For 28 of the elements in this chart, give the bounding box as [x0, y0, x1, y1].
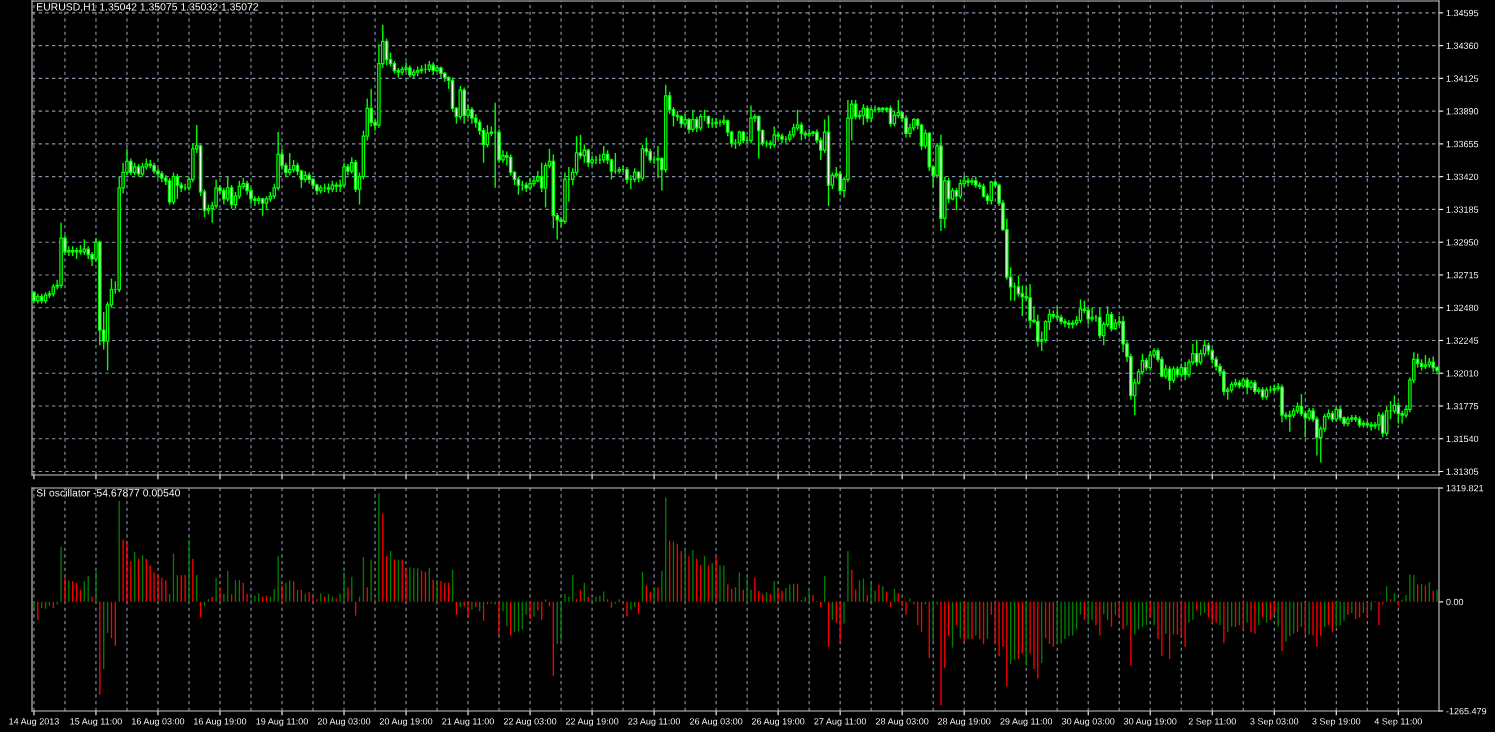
x-tick-label: 29 Aug 11:00 — [1000, 718, 1053, 727]
x-tick-label: 3 Sep 19:00 — [1312, 718, 1361, 727]
x-tick-label: 28 Aug 19:00 — [938, 718, 991, 727]
x-tick-label: 22 Aug 19:00 — [565, 718, 619, 727]
chart-title: SI oscillator -54.67877 0.00540 — [36, 488, 181, 497]
x-tick-label: 23 Aug 11:00 — [628, 718, 681, 727]
x-tick-label: 3 Sep 03:00 — [1250, 718, 1299, 727]
x-tick-label: 21 Aug 11:00 — [442, 718, 494, 727]
x-tick-label: 16 Aug 03:00 — [132, 718, 185, 727]
x-tick-label: 19 Aug 11:00 — [256, 718, 308, 727]
y-tick-label: 1319.821 — [1446, 484, 1484, 492]
x-tick-label: 26 Aug 03:00 — [689, 718, 743, 727]
y-tick-label: 1.31305 — [1446, 468, 1479, 475]
x-tick-label: 28 Aug 03:00 — [876, 718, 929, 727]
x-tick-label: 20 Aug 03:00 — [317, 718, 371, 727]
x-tick-label: 26 Aug 19:00 — [751, 718, 805, 727]
y-tick-label: -1265.479 — [1446, 707, 1487, 715]
x-tick-label: 4 Sep 11:00 — [1374, 718, 1422, 727]
x-tick-label: 30 Aug 03:00 — [1061, 718, 1115, 727]
y-tick-label: 0.00 — [1446, 598, 1464, 606]
x-tick-label: 22 Aug 03:00 — [503, 718, 557, 727]
x-tick-label: 27 Aug 11:00 — [814, 718, 867, 727]
x-tick-label: 2 Sep 11:00 — [1188, 718, 1236, 727]
x-tick-label: 16 Aug 19:00 — [194, 718, 247, 727]
x-tick-label: 14 Aug 2013 — [9, 718, 59, 727]
x-tick-label: 15 Aug 11:00 — [70, 718, 122, 727]
x-tick-label: 30 Aug 19:00 — [1123, 718, 1177, 727]
x-tick-label: 20 Aug 19:00 — [379, 718, 433, 727]
